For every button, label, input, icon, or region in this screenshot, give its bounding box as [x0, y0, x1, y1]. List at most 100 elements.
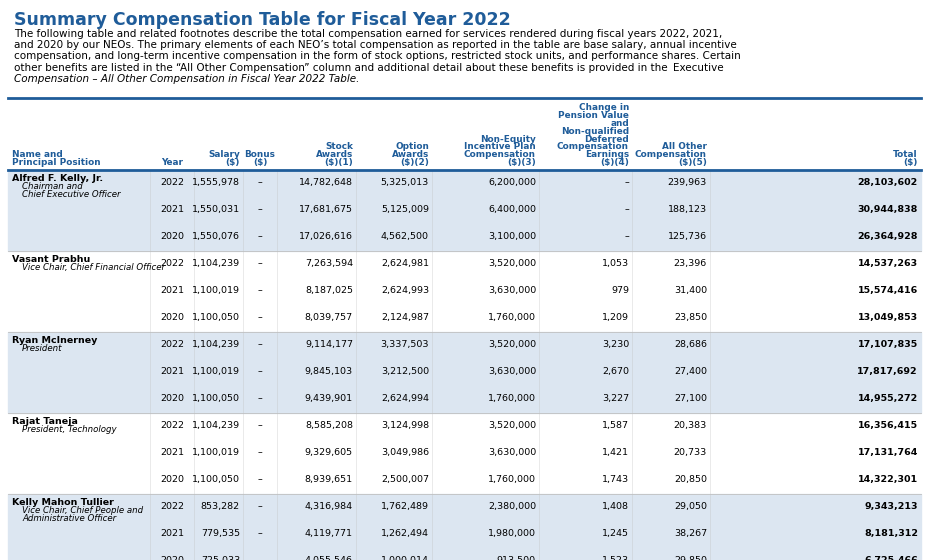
Text: Chief Executive Officer: Chief Executive Officer [22, 190, 121, 199]
Text: Incentive Plan: Incentive Plan [464, 142, 535, 151]
Text: Pension Value: Pension Value [558, 111, 628, 120]
Text: 3,337,503: 3,337,503 [380, 340, 429, 349]
Text: 2,124,987: 2,124,987 [380, 313, 429, 322]
Text: 23,850: 23,850 [673, 313, 706, 322]
Text: 2022: 2022 [160, 502, 184, 511]
Text: 6,200,000: 6,200,000 [487, 178, 535, 187]
Text: ($)(1): ($)(1) [324, 158, 353, 167]
Text: 3,227: 3,227 [601, 394, 628, 403]
Text: 1,587: 1,587 [601, 421, 628, 430]
Text: 3,124,998: 3,124,998 [380, 421, 429, 430]
Text: 2020: 2020 [160, 232, 184, 241]
Text: –: – [257, 232, 262, 241]
Text: 1,053: 1,053 [601, 259, 628, 268]
Text: Change in: Change in [578, 104, 628, 113]
Text: Principal Position: Principal Position [12, 158, 100, 167]
Text: 1,100,050: 1,100,050 [192, 394, 239, 403]
Text: 7,263,594: 7,263,594 [304, 259, 353, 268]
Text: 2,670: 2,670 [601, 367, 628, 376]
Text: 30,944,838: 30,944,838 [857, 205, 917, 214]
Text: Non-qualified: Non-qualified [561, 127, 628, 136]
Text: and: and [610, 119, 628, 128]
Text: 1,555,978: 1,555,978 [192, 178, 239, 187]
Text: 20,850: 20,850 [674, 475, 706, 484]
Text: other benefits are listed in the “All Other Compensation” column and additional : other benefits are listed in the “All Ot… [14, 63, 723, 73]
Text: 13,049,853: 13,049,853 [857, 313, 917, 322]
Text: ($)(2): ($)(2) [400, 158, 429, 167]
Text: 9,439,901: 9,439,901 [304, 394, 353, 403]
Text: ($)(4): ($)(4) [599, 158, 628, 167]
Text: –: – [624, 205, 628, 214]
Text: 4,119,771: 4,119,771 [304, 529, 353, 538]
Text: 17,026,616: 17,026,616 [299, 232, 353, 241]
Text: 28,686: 28,686 [674, 340, 706, 349]
Text: 2022: 2022 [160, 421, 184, 430]
Text: 15,574,416: 15,574,416 [857, 286, 917, 295]
Text: 779,535: 779,535 [200, 529, 239, 538]
Text: 16,356,415: 16,356,415 [857, 421, 917, 430]
Text: –: – [257, 448, 262, 457]
Text: –: – [257, 529, 262, 538]
Text: 9,845,103: 9,845,103 [304, 367, 353, 376]
Text: 28,103,602: 28,103,602 [857, 178, 917, 187]
Text: –: – [257, 313, 262, 322]
Text: 2021: 2021 [160, 529, 184, 538]
Text: 1,104,239: 1,104,239 [192, 421, 239, 430]
Text: 1,100,019: 1,100,019 [192, 448, 239, 457]
Text: 3,520,000: 3,520,000 [487, 421, 535, 430]
Text: Administrative Officer: Administrative Officer [22, 514, 116, 523]
Text: The following table and related footnotes describe the total compensation earned: The following table and related footnote… [14, 29, 721, 39]
Text: Compensation – All Other Compensation in Fiscal Year 2022 Table.: Compensation – All Other Compensation in… [14, 74, 359, 84]
Text: 125,736: 125,736 [667, 232, 706, 241]
Text: 8,039,757: 8,039,757 [304, 313, 353, 322]
Text: 239,963: 239,963 [667, 178, 706, 187]
Text: Total: Total [893, 150, 917, 159]
Text: Option: Option [394, 142, 429, 151]
Text: 23,396: 23,396 [673, 259, 706, 268]
Text: 4,055,546: 4,055,546 [304, 556, 353, 560]
Text: –: – [257, 475, 262, 484]
Text: 14,322,301: 14,322,301 [857, 475, 917, 484]
Text: 2021: 2021 [160, 286, 184, 295]
Text: 20,733: 20,733 [673, 448, 706, 457]
Text: 3,520,000: 3,520,000 [487, 340, 535, 349]
Text: Summary Compensation Table for Fiscal Year 2022: Summary Compensation Table for Fiscal Ye… [14, 11, 510, 29]
Text: 2021: 2021 [160, 205, 184, 214]
Text: 1,743: 1,743 [601, 475, 628, 484]
Text: 14,955,272: 14,955,272 [857, 394, 917, 403]
Text: 1,100,019: 1,100,019 [192, 367, 239, 376]
Text: –: – [257, 421, 262, 430]
Text: –: – [257, 340, 262, 349]
Text: 913,500: 913,500 [496, 556, 535, 560]
Text: 8,585,208: 8,585,208 [304, 421, 353, 430]
Text: 2022: 2022 [160, 259, 184, 268]
Text: 1,760,000: 1,760,000 [487, 313, 535, 322]
Text: 14,537,263: 14,537,263 [857, 259, 917, 268]
Text: 14,782,648: 14,782,648 [299, 178, 353, 187]
Text: 9,114,177: 9,114,177 [304, 340, 353, 349]
Text: 3,100,000: 3,100,000 [487, 232, 535, 241]
Text: ($): ($) [226, 158, 239, 167]
Text: ($)(5): ($)(5) [677, 158, 706, 167]
Text: 2022: 2022 [160, 340, 184, 349]
Text: 2021: 2021 [160, 448, 184, 457]
Text: 3,230: 3,230 [601, 340, 628, 349]
Text: –: – [624, 178, 628, 187]
Text: 27,400: 27,400 [674, 367, 706, 376]
Text: Rajat Taneja: Rajat Taneja [12, 417, 78, 426]
Text: –: – [257, 367, 262, 376]
Text: 2,624,993: 2,624,993 [380, 286, 429, 295]
Text: 17,107,835: 17,107,835 [857, 340, 917, 349]
Text: –: – [257, 502, 262, 511]
Text: 9,343,213: 9,343,213 [864, 502, 917, 511]
Text: Salary: Salary [208, 150, 239, 159]
Text: 3,212,500: 3,212,500 [380, 367, 429, 376]
Text: 3,630,000: 3,630,000 [487, 448, 535, 457]
Text: 20,383: 20,383 [673, 421, 706, 430]
Text: 1,762,489: 1,762,489 [380, 502, 429, 511]
Text: –: – [257, 394, 262, 403]
Text: 1,100,050: 1,100,050 [192, 475, 239, 484]
Bar [8, 98, 920, 170]
Text: Vice Chair, Chief People and: Vice Chair, Chief People and [22, 506, 143, 515]
Text: Non-Equity: Non-Equity [480, 134, 535, 143]
